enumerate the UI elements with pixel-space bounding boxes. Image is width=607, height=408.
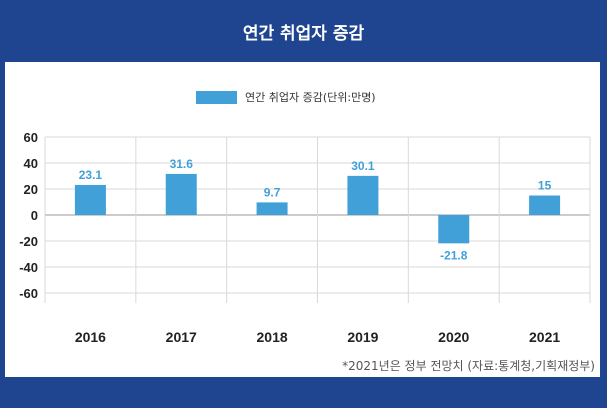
y-tick-label: -40 — [19, 260, 38, 275]
bar — [165, 173, 197, 215]
y-tick-label: 20 — [24, 182, 38, 197]
y-tick-label: 0 — [31, 208, 38, 223]
x-tick-label: 2017 — [166, 329, 197, 345]
y-tick-label: -60 — [19, 286, 38, 301]
x-tick-label: 2016 — [75, 329, 106, 345]
data-label: 31.6 — [170, 157, 194, 171]
legend-swatch — [196, 90, 237, 104]
x-tick-label: 2020 — [438, 329, 469, 345]
chart-panel — [5, 62, 600, 377]
data-label: 23.1 — [79, 168, 103, 182]
x-tick-label: 2021 — [529, 329, 560, 345]
bar — [74, 184, 106, 215]
x-tick-label: 2019 — [347, 329, 378, 345]
chart-legend: 연간 취업자 증감(단위:만명) — [196, 89, 376, 105]
legend-label: 연간 취업자 증감(단위:만명) — [245, 91, 376, 104]
y-tick-label: 40 — [24, 156, 38, 171]
data-label: 15 — [538, 179, 552, 193]
data-label: -21.8 — [440, 248, 468, 262]
x-tick-label: 2018 — [257, 329, 288, 345]
y-tick-label: -20 — [19, 234, 38, 249]
bar — [529, 195, 561, 215]
y-tick-label: 60 — [24, 130, 38, 145]
bar — [256, 202, 288, 215]
page-title: 연간 취업자 증감 — [242, 23, 365, 44]
bar — [347, 175, 379, 215]
data-label: 30.1 — [351, 159, 375, 173]
bar — [438, 215, 470, 244]
footnote: *2021년은 정부 전망치 (자료:통계청,기획재정부) — [342, 359, 595, 373]
data-label: 9.7 — [264, 185, 281, 199]
